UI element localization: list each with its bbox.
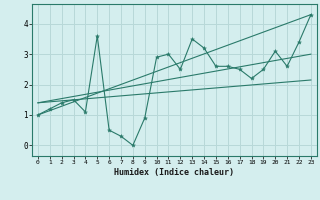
X-axis label: Humidex (Indice chaleur): Humidex (Indice chaleur) [115, 168, 234, 177]
